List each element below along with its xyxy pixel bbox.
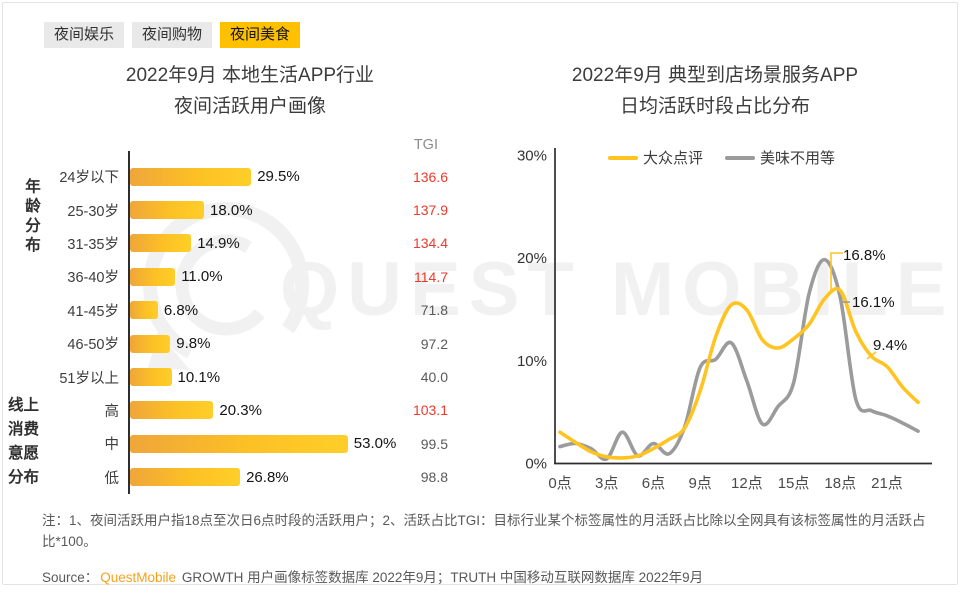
right-chart-title-line2: 日均活跃时段占比分布 — [619, 96, 810, 117]
bar-row-2: 31-35岁 14.9% 134.4 — [0, 227, 448, 260]
bar — [130, 234, 192, 253]
tgi-value: 71.8 — [420, 302, 448, 319]
tab-2[interactable]: 夜间美食 — [220, 22, 301, 48]
bar-value-label: 10.1% — [177, 368, 221, 386]
bar-value-label: 26.8% — [246, 468, 289, 486]
callout-meiwei-18h: 16.1% — [852, 294, 895, 311]
svg-text:10%: 10% — [517, 353, 547, 370]
legend-label: 美味不用等 — [760, 150, 836, 167]
tgi-value: 97.2 — [420, 335, 448, 352]
bar-chart-rows: 24岁以下 29.5% 136.6 25-30岁 18.0% 137.9 31-35岁 14.… — [0, 160, 448, 494]
bar-row-8: 中 53.0% 99.5 — [0, 427, 448, 460]
tgi-value: 114.7 — [414, 268, 448, 285]
footnote: 注：1、夜间活跃用户指18点至次日6点时段的活跃用户；2、活跃占比TGI：目标行… — [42, 513, 926, 549]
bar-row-4: 41-45岁 6.8% 71.8 — [0, 294, 448, 327]
svg-text:21点: 21点 — [871, 475, 903, 492]
bar-value-label: 29.5% — [257, 168, 300, 186]
bar-row-3: 36-40岁 11.0% 114.7 — [0, 260, 448, 293]
group-label-consume: 线上消费意愿分布 — [8, 397, 40, 486]
source-prefix: Source： — [42, 570, 99, 585]
left-chart-title-line1: 2022年9月 本地生活APP行业 — [125, 65, 375, 86]
bar — [130, 434, 348, 453]
bar-value-label: 14.9% — [197, 234, 240, 252]
line-series-group — [558, 257, 920, 462]
bar — [130, 368, 172, 387]
svg-text:6点: 6点 — [642, 475, 665, 492]
left-chart-title: 2022年9月 本地生活APP行业 夜间活跃用户画像 — [60, 60, 440, 122]
bar-chart-axis — [128, 151, 130, 494]
bar-row-6: 51岁以上 10.1% 40.0 — [0, 360, 448, 393]
bar — [130, 401, 214, 420]
bar-row-7: 高 20.3% 103.1 — [0, 394, 448, 427]
line-chart: 30% 20% 10% 0%0点 3点 6点 9点 12点 15点 18点 21点 — [517, 147, 932, 492]
legend-item-1: 美味不用等 — [725, 147, 835, 168]
tab-bar: 夜间娱乐 夜间购物 夜间美食 — [44, 22, 301, 48]
bar-value-label: 53.0% — [353, 435, 397, 453]
source-line: Source： QuestMobile GROWTH 用户画像标签数据库 2022… — [42, 566, 703, 586]
bar-category-label: 31-35岁 — [67, 236, 119, 253]
tgi-column-header: TGI — [413, 137, 438, 153]
svg-text:3点: 3点 — [595, 475, 618, 492]
bar-category-label: 中 — [104, 437, 120, 454]
svg-text:9点: 9点 — [688, 475, 711, 492]
bar-row-5: 46-50岁 9.8% 97.2 — [0, 327, 448, 360]
tgi-value: 136.6 — [412, 168, 448, 185]
tgi-value: 40.0 — [420, 369, 448, 386]
legend-label: 大众点评 — [643, 150, 704, 167]
bar — [130, 201, 204, 220]
callout-dianping-21h: 9.4% — [873, 337, 908, 354]
bar-row-9: 低 26.8% 98.8 — [0, 461, 448, 494]
bar-category-label: 24岁以下 — [59, 170, 119, 187]
bar — [130, 468, 241, 487]
bar-category-label: 高 — [104, 403, 120, 420]
bar-category-label: 46-50岁 — [67, 337, 119, 354]
bar-category-label: 低 — [104, 470, 120, 487]
tab-0[interactable]: 夜间娱乐 — [44, 22, 125, 48]
svg-text:0%: 0% — [525, 456, 547, 473]
source-brand: QuestMobile — [100, 570, 177, 585]
tab-1[interactable]: 夜间购物 — [132, 22, 213, 48]
tgi-value: 134.4 — [412, 235, 448, 252]
group-label-age: 年龄分布 — [23, 178, 40, 256]
bar-value-label: 18.0% — [210, 201, 253, 219]
axis-tick-labels: 30% 20% 10% 0%0点 3点 6点 9点 12点 15点 18点 21点 — [517, 147, 903, 492]
callout-dianping-peak: 16.8% — [843, 247, 886, 264]
bar — [130, 301, 158, 320]
bar — [130, 167, 252, 186]
svg-text:20%: 20% — [517, 250, 547, 267]
left-chart-title-line2: 夜间活跃用户画像 — [173, 96, 326, 117]
line-chart-legend: 大众点评 美味不用等 — [608, 147, 835, 168]
bar-value-label: 20.3% — [219, 401, 262, 419]
bar-value-label: 11.0% — [181, 268, 223, 286]
svg-text:0点: 0点 — [548, 475, 571, 492]
bar-category-label: 25-30岁 — [67, 203, 119, 220]
svg-text:15点: 15点 — [778, 475, 810, 492]
bar-row-1: 25-30岁 18.0% 137.9 — [0, 193, 448, 226]
tgi-value: 98.8 — [420, 469, 448, 486]
bar-value-label: 9.8% — [176, 335, 211, 353]
callout-connectors — [830, 252, 877, 360]
bar-category-label: 51岁以上 — [59, 370, 119, 387]
series-line-美味不用等 — [558, 257, 920, 462]
svg-text:30%: 30% — [517, 147, 547, 164]
right-chart-title: 2022年9月 典型到店场景服务APP 日均活跃时段占比分布 — [520, 60, 910, 122]
legend-swatch — [725, 155, 756, 160]
tgi-value: 99.5 — [420, 435, 448, 452]
svg-text:18点: 18点 — [824, 475, 856, 492]
tgi-value: 137.9 — [412, 202, 448, 219]
bar — [130, 267, 176, 286]
tgi-value: 103.1 — [412, 402, 448, 419]
bar-category-label: 41-45岁 — [67, 303, 119, 320]
bar-row-0: 24岁以下 29.5% 136.6 — [0, 160, 448, 193]
bar-value-label: 6.8% — [163, 301, 199, 319]
bar-category-label: 36-40岁 — [67, 270, 119, 287]
right-chart-title-line1: 2022年9月 典型到店场景服务APP — [571, 65, 859, 86]
legend-swatch — [608, 155, 638, 160]
svg-text:12点: 12点 — [731, 475, 763, 492]
bar — [130, 334, 171, 353]
series-line-大众点评 — [558, 286, 920, 460]
source-rest: GROWTH 用户画像标签数据库 2022年9月；TRUTH 中国移动互联网数据… — [178, 570, 704, 585]
legend-item-0: 大众点评 — [608, 147, 703, 168]
